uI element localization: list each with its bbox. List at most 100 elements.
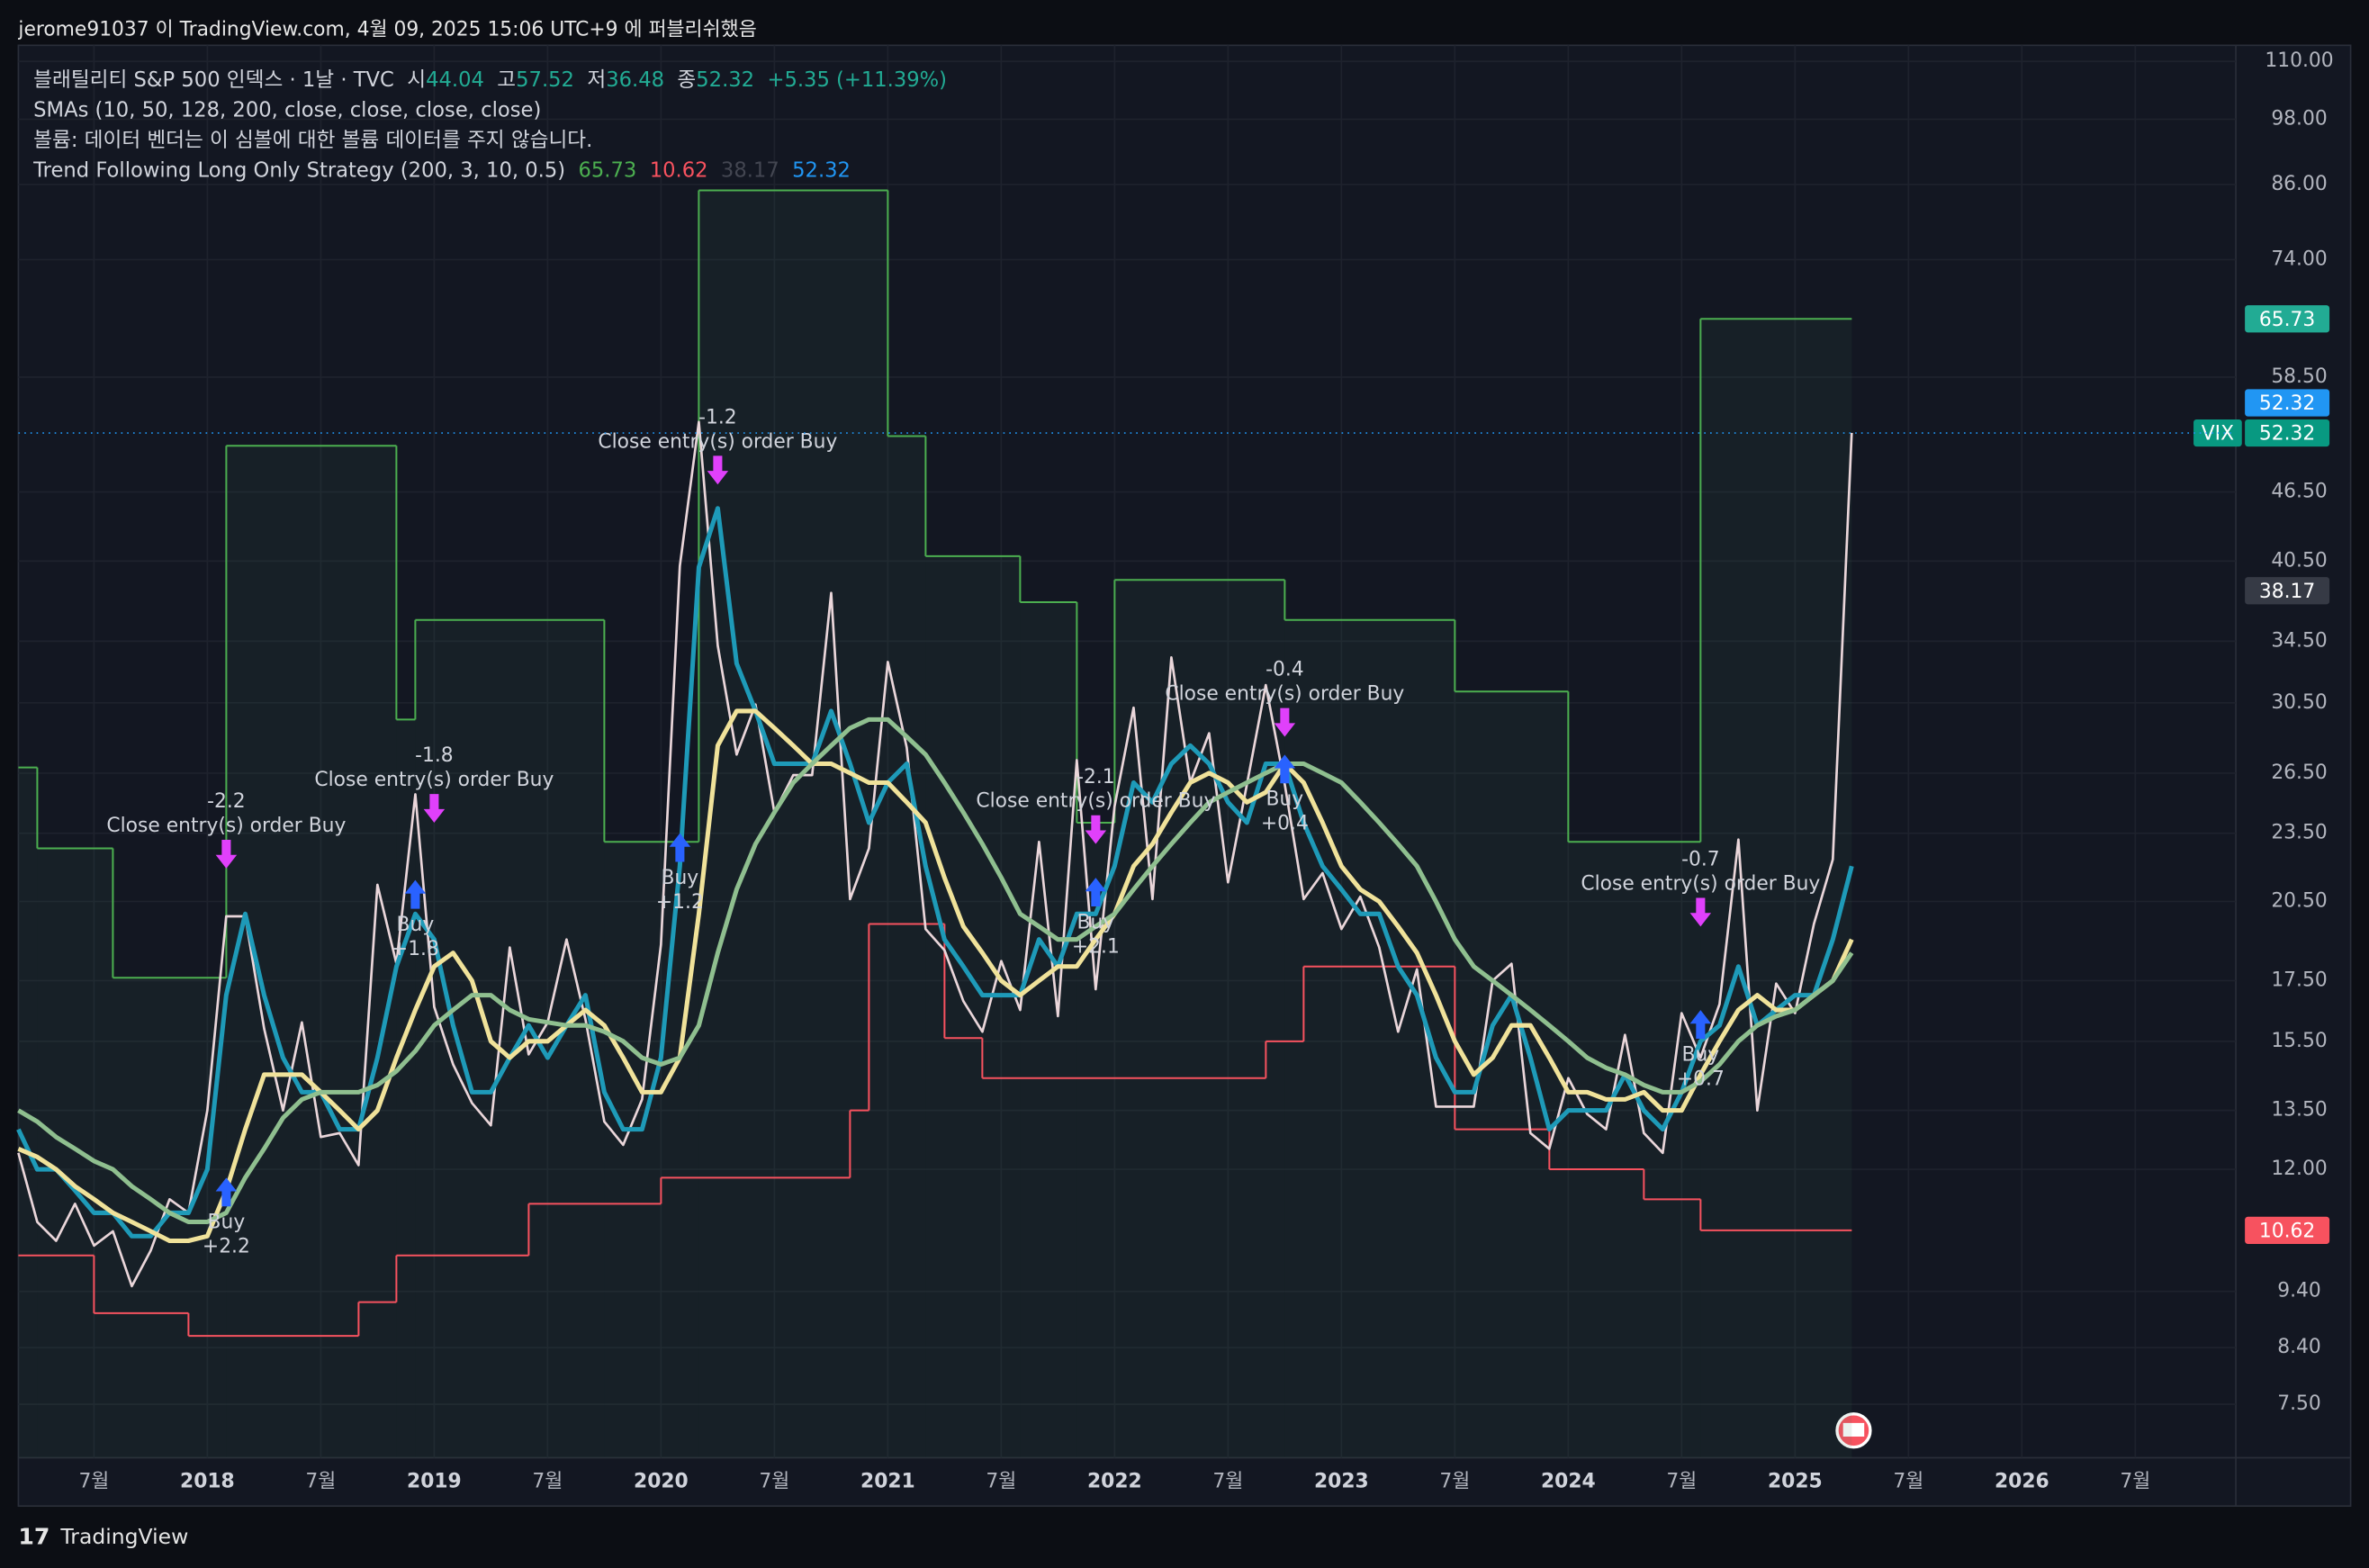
band — [18, 923, 1852, 1338]
grid — [18, 45, 2237, 1458]
x-tick-label: 7월 — [1439, 1470, 1470, 1492]
legend-text: 44.04 — [426, 68, 484, 91]
trade-label: Buy — [1682, 1043, 1720, 1066]
trade: Buy+1.2 — [656, 833, 704, 914]
footer: TradingView — [59, 1524, 188, 1549]
x-tick-label: 2022 — [1087, 1470, 1142, 1492]
trade-label: Close entry(s) order Buy — [598, 430, 837, 453]
legend-text: 52.32 — [696, 68, 754, 91]
band-fill — [37, 848, 113, 1458]
y-tick-label: 15.50 — [2271, 1030, 2327, 1052]
y-tick-label: 86.00 — [2271, 173, 2327, 195]
band-fill — [698, 190, 888, 1458]
logo-mark: 17 — [18, 1523, 50, 1549]
footer-logo: 17 TradingView — [18, 1523, 188, 1549]
trade-arrow — [215, 1177, 238, 1207]
trade: Buy+0.7 — [1677, 1010, 1725, 1090]
price-badge-label: 10.62 — [2259, 1221, 2315, 1243]
trade-pnl: -1.2 — [698, 406, 737, 428]
symbol-badge-label: VIX — [2202, 423, 2234, 446]
trade-arrow — [1689, 897, 1712, 927]
event-icon — [1835, 1412, 1872, 1449]
x-tick-label: 7월 — [759, 1470, 789, 1492]
trade: Buy+2.2 — [203, 1177, 250, 1258]
trade-pnl: +1.2 — [656, 891, 704, 914]
price-badge-box — [2245, 577, 2330, 605]
trade: Close entry(s) order Buy-2.2 — [106, 790, 346, 869]
trade-arrow — [1085, 878, 1107, 906]
legend-text: 볼륨: 데이터 벤더는 이 심볼에 대한 볼륨 데이터를 주지 않습니다. — [33, 129, 592, 152]
trade-arrow — [215, 839, 238, 869]
trade-pnl: +1.8 — [392, 938, 439, 960]
trade-pnl: -2.1 — [1076, 766, 1115, 789]
trade-label: Buy — [208, 1212, 246, 1234]
x-tick-label: 7월 — [986, 1470, 1016, 1492]
legend-text: 52.32 — [779, 158, 851, 182]
legend-text: 고 — [484, 68, 516, 91]
price-badge-box — [2245, 305, 2330, 333]
x-tick-label: 2019 — [407, 1470, 462, 1492]
price-badge-box — [2245, 419, 2330, 447]
trade-label: Buy — [397, 914, 435, 936]
y-tick-label: 23.50 — [2271, 822, 2327, 844]
legend-line: 볼륨: 데이터 벤더는 이 심볼에 대한 볼륨 데이터를 주지 않습니다. — [33, 129, 592, 152]
trade: Close entry(s) order Buy-2.1 — [976, 766, 1215, 844]
y-tick-label: 13.50 — [2271, 1099, 2327, 1122]
price-badge: 10.62 — [2245, 1216, 2330, 1245]
trade-arrow — [1689, 1010, 1712, 1040]
sma-line — [17, 708, 1854, 1244]
legend-text: +5.35 (+11.39%) — [754, 68, 947, 91]
price-badge: 52.32 VIX — [2193, 419, 2330, 447]
legend-line: 블래틸리티 S&P 500 인덱스 · 1날 · TVC 시44.04 고57.… — [33, 68, 947, 91]
trade-pnl: -1.8 — [415, 744, 454, 767]
x-tick-label: 2018 — [180, 1470, 235, 1492]
legend-text: 저 — [574, 68, 606, 91]
price-badge-label: 52.32 — [2259, 392, 2315, 415]
trade: Buy+1.8 — [392, 879, 439, 960]
trade-label: Close entry(s) order Buy — [314, 769, 554, 791]
trade-pnl: +0.4 — [1261, 813, 1309, 835]
chart-panel — [17, 44, 2352, 1508]
band-fill — [1020, 602, 1077, 1458]
trade-pnl: +2.2 — [203, 1236, 250, 1258]
x-tick-label: 2026 — [1995, 1470, 2049, 1492]
trade: Close entry(s) order Buy-0.4 — [1165, 659, 1404, 737]
band-fill — [1700, 319, 1852, 1458]
band-fill — [18, 767, 38, 1458]
header: jerome91037 이 TradingView.com, 4월 09, 20… — [17, 19, 756, 41]
legend-text: 38.17 — [708, 158, 779, 182]
legend-text: 65.73 — [579, 158, 637, 182]
legend-text: 종 — [664, 68, 696, 91]
price-badge-box — [2245, 389, 2330, 417]
price-badge-label: 52.32 — [2259, 423, 2315, 446]
trade-label: Buy — [1266, 789, 1304, 811]
band-fill — [925, 555, 1021, 1458]
legend-text: SMAs (10, 50, 128, 200, close, close, cl… — [33, 98, 541, 122]
trade-label: Buy — [662, 867, 699, 889]
legend-text: 57.52 — [516, 68, 574, 91]
trade-arrow — [423, 794, 446, 823]
y-tick-label: 40.50 — [2271, 549, 2327, 572]
x-tick-label: 7월 — [532, 1470, 563, 1492]
y-tick-label: 74.00 — [2271, 248, 2327, 270]
band-fill — [1568, 842, 1701, 1458]
sma-line — [17, 716, 1854, 1225]
y-tick-label: 34.50 — [2271, 629, 2327, 652]
trade-arrow — [669, 833, 691, 862]
legend-text: 10.62 — [636, 158, 707, 182]
trade: Close entry(s) order Buy-1.2 — [598, 406, 837, 485]
legend-text: 블래틸리티 S&P 500 인덱스 · 1날 · TVC 시 — [33, 68, 426, 91]
y-tick-label: 98.00 — [2271, 107, 2327, 130]
trade-label: Close entry(s) order Buy — [976, 790, 1215, 813]
trade-label: Close entry(s) order Buy — [1581, 872, 1820, 895]
trade-label: Buy — [1077, 911, 1115, 933]
x-tick-label: 7월 — [2120, 1470, 2150, 1492]
band-fill — [1114, 580, 1285, 1458]
x-tick-label: 2024 — [1541, 1470, 1596, 1492]
y-tick-label: 110.00 — [2265, 50, 2333, 72]
band-fill — [604, 842, 699, 1458]
y-tick-label: 8.40 — [2277, 1336, 2321, 1358]
trade-pnl: +0.7 — [1677, 1068, 1725, 1090]
x-tick-label: 2025 — [1768, 1470, 1823, 1492]
